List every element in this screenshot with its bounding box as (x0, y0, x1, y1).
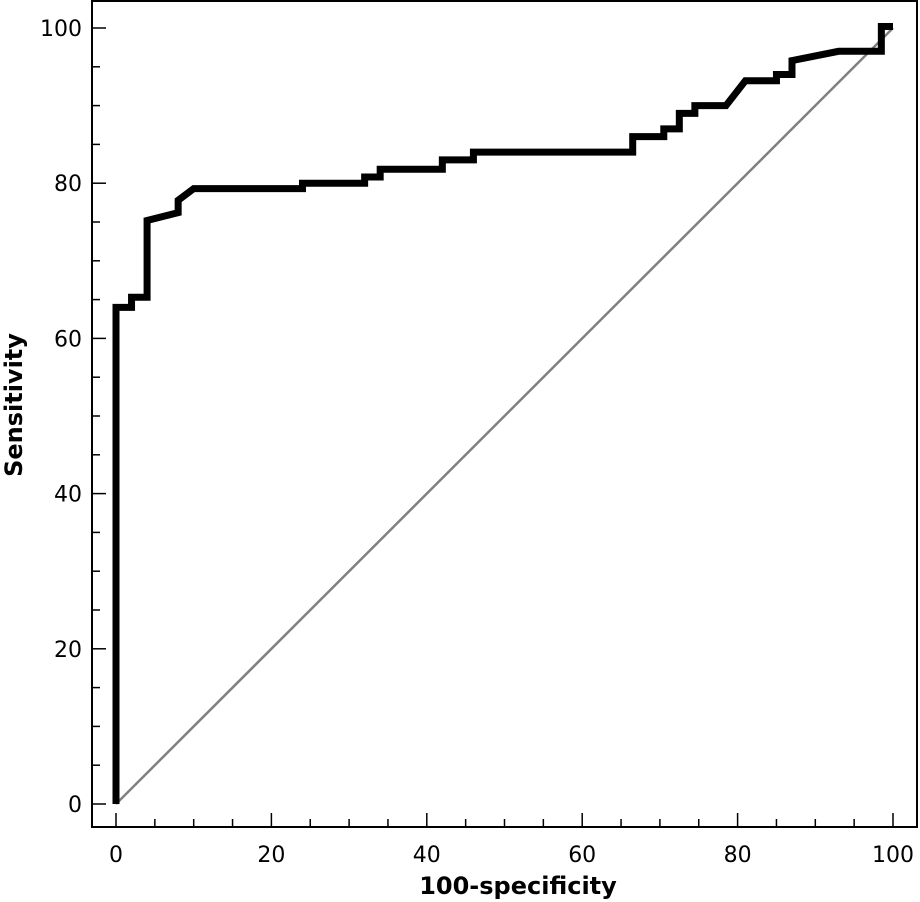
y-tick-label: 80 (54, 172, 82, 197)
axis-ticks (92, 27, 894, 827)
series-layer (112, 22, 894, 805)
y-tick-label: 100 (40, 17, 82, 42)
y-axis-title: Sensitivity (0, 333, 28, 477)
y-tick-label: 20 (54, 638, 82, 663)
x-tick-label: 0 (109, 843, 123, 868)
y-tick-label: 60 (54, 327, 82, 352)
x-tick-label: 60 (568, 843, 596, 868)
y-tick-label: 40 (54, 483, 82, 508)
x-tick-label: 20 (257, 843, 285, 868)
x-tick-label: 80 (724, 843, 752, 868)
y-tick-label: 0 (68, 793, 82, 818)
reference-diagonal-line (115, 27, 894, 805)
axis-tick-labels: 0 20 40 60 80 100 0 20 40 60 80 100 (40, 17, 914, 868)
x-tick-label: 40 (413, 843, 441, 868)
roc-curve-line (112, 22, 893, 804)
x-axis-title: 100-specificity (419, 872, 617, 900)
x-tick-label: 100 (872, 843, 914, 868)
